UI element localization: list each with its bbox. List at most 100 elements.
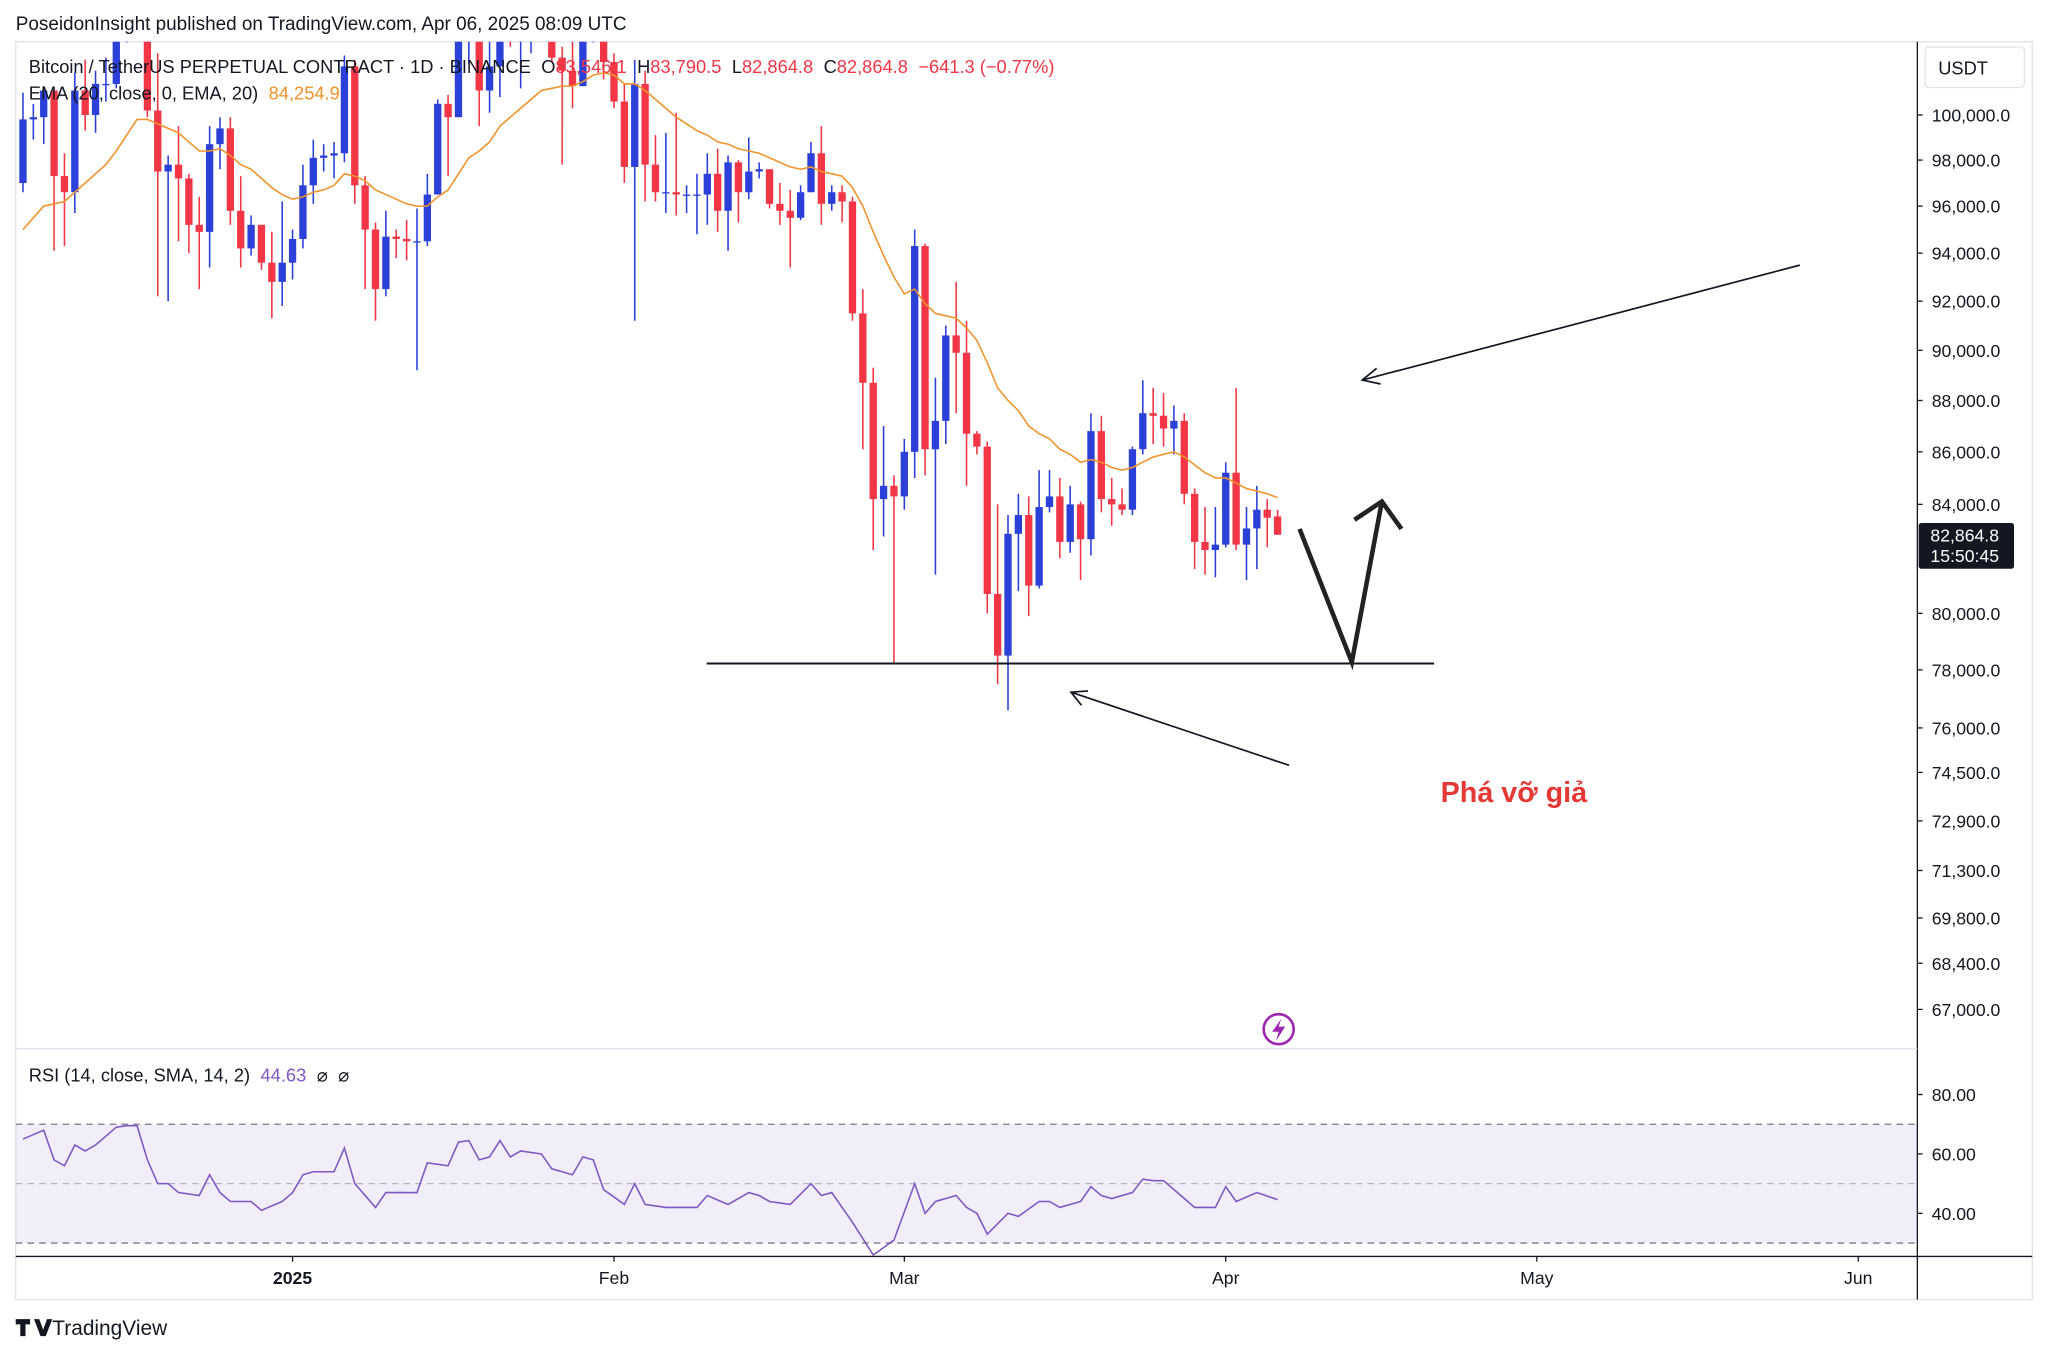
candle-body	[620, 101, 629, 167]
candle-body	[599, 41, 608, 62]
candle-body	[1087, 431, 1095, 540]
y-tick-label: 80,000.0	[1932, 604, 2001, 624]
candle-body	[942, 335, 950, 421]
candle-body	[548, 41, 556, 58]
rsi-flag: ⌀	[317, 1064, 328, 1085]
annotation: Phá vỡ giả	[1441, 777, 1589, 809]
rsi-value: 44.63	[261, 1064, 307, 1085]
candle-body	[641, 83, 649, 165]
candle-body	[776, 203, 784, 211]
candle-body	[1159, 415, 1168, 429]
candle-body	[112, 41, 120, 84]
candle-body	[1004, 533, 1012, 656]
footer: TradingView	[52, 1317, 168, 1340]
candle-body	[351, 66, 359, 186]
candle-body	[693, 194, 701, 196]
candle-body	[60, 176, 69, 193]
candle-body	[869, 382, 877, 500]
candle-body	[195, 224, 203, 232]
candle-body	[1045, 496, 1054, 508]
candle-body	[50, 90, 58, 177]
candle-body	[299, 185, 307, 239]
arrow-head	[1360, 367, 1381, 385]
candle-body	[879, 485, 888, 500]
candle-body	[672, 192, 680, 195]
candle-body	[454, 41, 463, 118]
x-tick-label: Feb	[599, 1268, 630, 1288]
candle-body	[475, 41, 483, 91]
arrow-head	[1069, 690, 1089, 706]
candle-body	[807, 153, 815, 193]
candle-body	[1025, 515, 1033, 586]
candle-body	[288, 238, 297, 263]
candle-body	[1263, 509, 1271, 518]
rsi-pane	[15, 1123, 1918, 1257]
candle-body	[817, 153, 826, 204]
ohlc-key: H	[637, 56, 650, 77]
candle-body	[1201, 541, 1209, 551]
candle-body	[71, 90, 79, 193]
candle-body	[1232, 472, 1240, 545]
candle-body	[1190, 493, 1199, 542]
rsi-flag: ⌀	[338, 1064, 349, 1085]
candle-body	[29, 117, 37, 120]
candle-body	[952, 335, 960, 353]
candle-body	[724, 162, 732, 211]
y-tick-label: 76,000.0	[1932, 718, 2001, 738]
ema-name: EMA (20, close, 0, EMA, 20)	[29, 82, 258, 103]
candle-body	[651, 164, 660, 193]
candle-body	[19, 119, 27, 183]
candle-body	[745, 171, 753, 193]
candle-body	[921, 246, 929, 450]
candle-body	[900, 451, 908, 497]
ohlc-key: L	[732, 56, 742, 77]
arrow	[1070, 691, 1290, 767]
candle-body	[40, 90, 48, 118]
candle-body	[703, 173, 711, 195]
candle-body	[890, 485, 898, 497]
candle-body	[1035, 507, 1043, 586]
ema-line	[22, 72, 1278, 499]
candle-body	[828, 192, 836, 204]
candle-body	[1097, 431, 1105, 500]
candle-body	[174, 164, 183, 179]
candle-body	[205, 144, 214, 232]
candle-body	[361, 185, 369, 230]
event-icon[interactable]	[1262, 1012, 1296, 1046]
candle-body	[309, 157, 317, 186]
candle-body	[278, 262, 286, 282]
x-tick-label: May	[1520, 1268, 1553, 1288]
arrow-head	[1353, 498, 1404, 531]
candle-body	[765, 169, 774, 204]
candle-body	[1066, 504, 1074, 542]
y-tick-label: 40.00	[1932, 1204, 1976, 1224]
x-tick-label: Mar	[889, 1268, 919, 1288]
x-tick-label: Jun	[1844, 1268, 1872, 1288]
countdown: 15:50:45	[1930, 546, 1999, 566]
y-tick-label: 68,400.0	[1932, 954, 2001, 974]
candle-body	[91, 83, 100, 115]
candle-body	[102, 83, 110, 86]
price-tag-label: 82,864.8	[1930, 525, 1999, 545]
candle-body	[1076, 504, 1085, 540]
candle-body	[340, 66, 349, 154]
candle-body	[848, 201, 857, 314]
candle-body	[734, 162, 743, 193]
candle-body	[1128, 449, 1137, 510]
candle-body	[444, 103, 452, 118]
y-tick-label: 88,000.0	[1932, 391, 2001, 411]
candle-body	[143, 41, 152, 111]
drawings	[706, 264, 1801, 767]
rsi-line	[22, 1124, 1278, 1257]
candle-body	[1149, 413, 1157, 416]
currency-box[interactable]	[1924, 46, 2026, 89]
candle-body	[268, 262, 276, 282]
ohlc-value: 83,790.5	[650, 56, 721, 77]
candle-body	[382, 236, 390, 290]
candle-body	[1014, 515, 1023, 534]
candle-body	[402, 238, 411, 242]
rsi-band	[15, 1124, 1918, 1244]
